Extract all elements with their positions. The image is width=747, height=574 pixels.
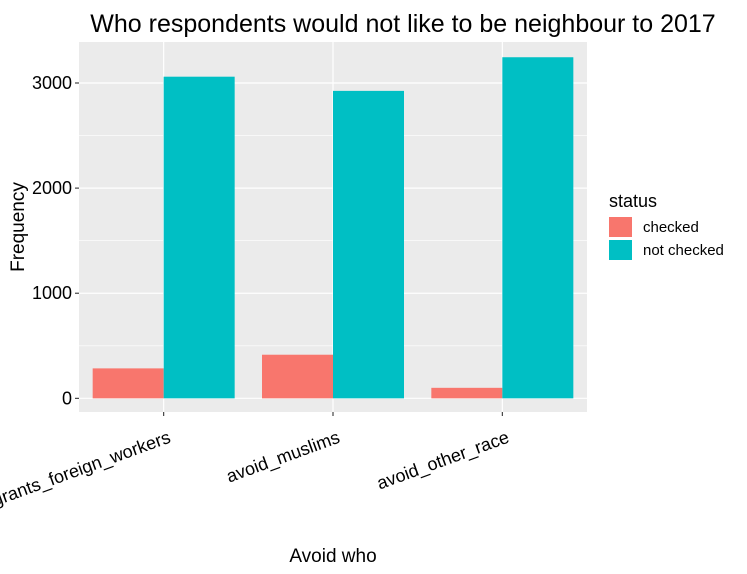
bar	[92, 368, 164, 399]
y-axis-title: Frequency	[8, 182, 29, 272]
y-tick-label: 2000	[32, 178, 72, 198]
bar	[502, 57, 574, 399]
bars	[92, 57, 574, 399]
x-axis: avoid_immigrants_foreign_workers avoid_mu…	[0, 412, 512, 542]
y-axis: 0 1000 2000 3000	[32, 73, 79, 408]
x-axis-title: Avoid who	[289, 546, 376, 567]
bar	[262, 354, 333, 399]
legend-label: not checked	[643, 242, 724, 259]
x-tick-label: avoid_immigrants_foreign_workers	[0, 427, 173, 542]
bar	[431, 387, 503, 399]
y-tick-label: 0	[62, 388, 72, 408]
bar	[163, 76, 235, 399]
chart-title: Who respondents would not like to be nei…	[90, 10, 715, 38]
legend-label: checked	[643, 219, 699, 236]
y-tick-label: 1000	[32, 283, 72, 303]
legend-swatch	[609, 217, 632, 237]
y-tick-label: 3000	[32, 73, 72, 93]
x-tick-label: avoid_other_race	[374, 427, 512, 494]
bar	[333, 90, 404, 399]
legend-swatch	[609, 240, 632, 260]
legend-title: status	[609, 191, 657, 211]
x-tick-label: avoid_muslims	[224, 427, 343, 487]
legend: status checked not checked	[609, 191, 724, 260]
